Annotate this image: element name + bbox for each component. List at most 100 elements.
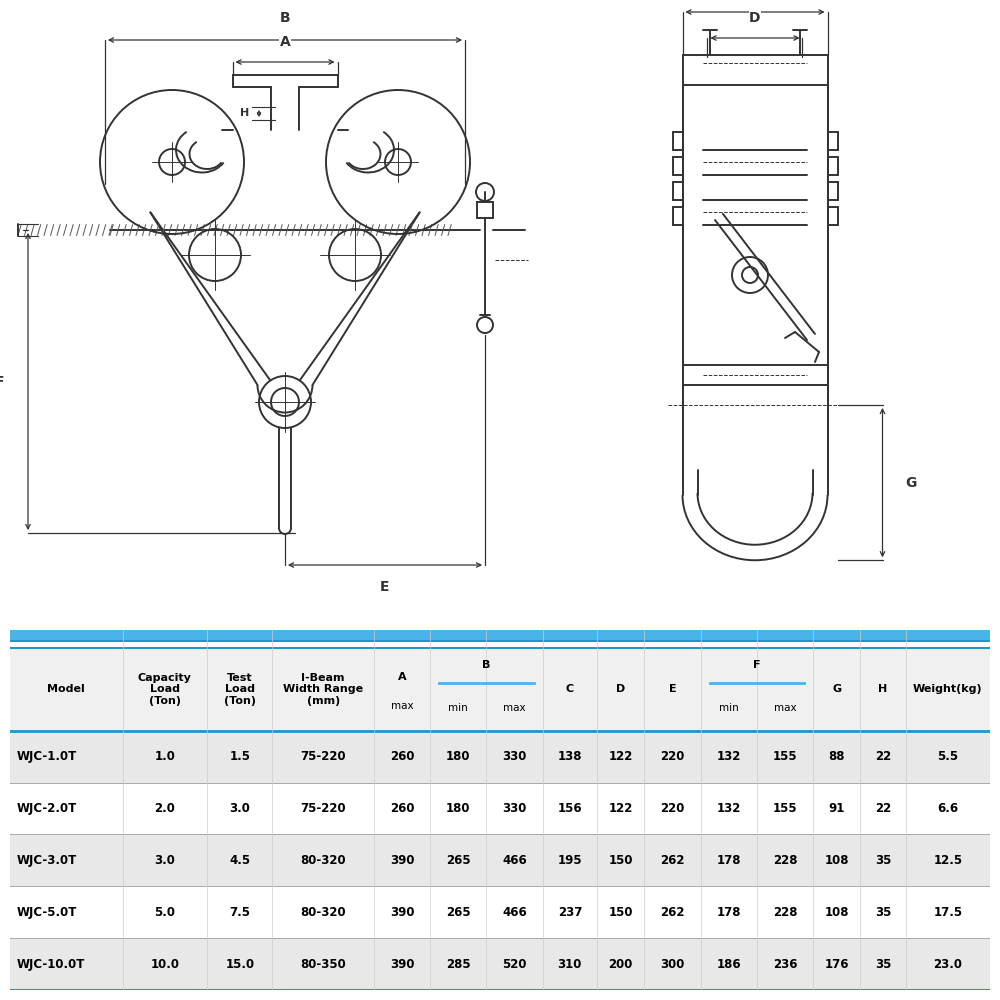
- Text: WJC-1.0T: WJC-1.0T: [17, 750, 77, 763]
- Text: 186: 186: [716, 958, 741, 971]
- Text: 88: 88: [829, 750, 845, 763]
- Text: 178: 178: [716, 906, 741, 919]
- Text: 35: 35: [875, 906, 891, 919]
- Text: E: E: [380, 580, 390, 594]
- Text: min: min: [719, 703, 739, 713]
- Text: F: F: [753, 660, 761, 670]
- Text: 155: 155: [773, 750, 797, 763]
- Text: 1.5: 1.5: [229, 750, 250, 763]
- Text: 178: 178: [716, 854, 741, 867]
- Text: 3.0: 3.0: [154, 854, 175, 867]
- Text: max: max: [391, 701, 413, 711]
- Text: 35: 35: [875, 854, 891, 867]
- Text: max: max: [503, 703, 526, 713]
- Text: 150: 150: [608, 854, 633, 867]
- Text: WJC-3.0T: WJC-3.0T: [17, 854, 77, 867]
- Text: 35: 35: [875, 958, 891, 971]
- Text: Capacity
Load
(Ton): Capacity Load (Ton): [138, 673, 192, 706]
- Text: 330: 330: [502, 750, 527, 763]
- Text: 17.5: 17.5: [933, 906, 962, 919]
- Text: Test
Load
(Ton): Test Load (Ton): [224, 673, 256, 706]
- Text: min: min: [448, 703, 468, 713]
- Text: 180: 180: [446, 802, 471, 815]
- Text: H: H: [878, 684, 888, 694]
- Text: 220: 220: [660, 750, 685, 763]
- Text: 200: 200: [608, 958, 633, 971]
- Text: 390: 390: [390, 958, 414, 971]
- Text: 155: 155: [773, 802, 797, 815]
- Text: 122: 122: [608, 750, 633, 763]
- Text: 220: 220: [660, 802, 685, 815]
- Text: C: C: [566, 684, 574, 694]
- Text: 23.0: 23.0: [933, 958, 962, 971]
- Text: 91: 91: [829, 802, 845, 815]
- Text: 4.5: 4.5: [229, 854, 250, 867]
- Text: 132: 132: [716, 750, 741, 763]
- Text: 75-220: 75-220: [300, 802, 346, 815]
- Text: 262: 262: [660, 906, 685, 919]
- FancyBboxPatch shape: [10, 783, 990, 834]
- Text: H: H: [240, 108, 250, 118]
- Text: 7.5: 7.5: [229, 906, 250, 919]
- Text: D: D: [616, 684, 625, 694]
- Text: 138: 138: [558, 750, 582, 763]
- Text: 390: 390: [390, 854, 414, 867]
- Text: 265: 265: [446, 906, 471, 919]
- Text: 156: 156: [558, 802, 582, 815]
- Text: 260: 260: [390, 750, 414, 763]
- Text: WJC-5.0T: WJC-5.0T: [17, 906, 77, 919]
- Text: 390: 390: [390, 906, 414, 919]
- Text: 80-350: 80-350: [300, 958, 346, 971]
- FancyBboxPatch shape: [10, 648, 990, 731]
- Text: G: G: [832, 684, 841, 694]
- Text: 300: 300: [660, 958, 685, 971]
- Text: 22: 22: [875, 750, 891, 763]
- Text: D: D: [749, 11, 761, 25]
- Text: E: E: [669, 684, 676, 694]
- Text: Model: Model: [47, 684, 85, 694]
- Text: 285: 285: [446, 958, 471, 971]
- Text: max: max: [774, 703, 796, 713]
- Text: 15.0: 15.0: [225, 958, 254, 971]
- Text: 195: 195: [558, 854, 582, 867]
- Text: 108: 108: [825, 854, 849, 867]
- Text: A: A: [398, 672, 406, 682]
- Text: 260: 260: [390, 802, 414, 815]
- Text: 176: 176: [825, 958, 849, 971]
- Text: 80-320: 80-320: [300, 854, 346, 867]
- Text: 80-320: 80-320: [300, 906, 346, 919]
- Text: WJC-2.0T: WJC-2.0T: [17, 802, 77, 815]
- Text: 150: 150: [608, 906, 633, 919]
- Text: 122: 122: [608, 802, 633, 815]
- Text: 5.5: 5.5: [937, 750, 958, 763]
- Text: 330: 330: [502, 802, 527, 815]
- Text: 262: 262: [660, 854, 685, 867]
- Text: 180: 180: [446, 750, 471, 763]
- Text: 310: 310: [558, 958, 582, 971]
- FancyBboxPatch shape: [10, 731, 990, 783]
- FancyBboxPatch shape: [10, 834, 990, 886]
- Text: I-Beam
Width Range
(mm): I-Beam Width Range (mm): [283, 673, 363, 706]
- FancyBboxPatch shape: [10, 886, 990, 938]
- FancyBboxPatch shape: [10, 630, 990, 641]
- Text: 228: 228: [773, 854, 797, 867]
- Text: 466: 466: [502, 854, 527, 867]
- Text: 237: 237: [558, 906, 582, 919]
- Text: 6.6: 6.6: [937, 802, 958, 815]
- Text: G: G: [905, 476, 916, 490]
- Text: 132: 132: [716, 802, 741, 815]
- Text: 228: 228: [773, 906, 797, 919]
- Text: 12.5: 12.5: [933, 854, 962, 867]
- Text: 3.0: 3.0: [229, 802, 250, 815]
- Text: 5.0: 5.0: [154, 906, 175, 919]
- Text: 466: 466: [502, 906, 527, 919]
- Text: 108: 108: [825, 906, 849, 919]
- Text: 22: 22: [875, 802, 891, 815]
- FancyBboxPatch shape: [10, 938, 990, 990]
- Text: F: F: [0, 374, 5, 388]
- Text: 75-220: 75-220: [300, 750, 346, 763]
- Text: Weight(kg): Weight(kg): [913, 684, 983, 694]
- Text: B: B: [482, 660, 491, 670]
- Text: A: A: [280, 35, 290, 49]
- Text: 265: 265: [446, 854, 471, 867]
